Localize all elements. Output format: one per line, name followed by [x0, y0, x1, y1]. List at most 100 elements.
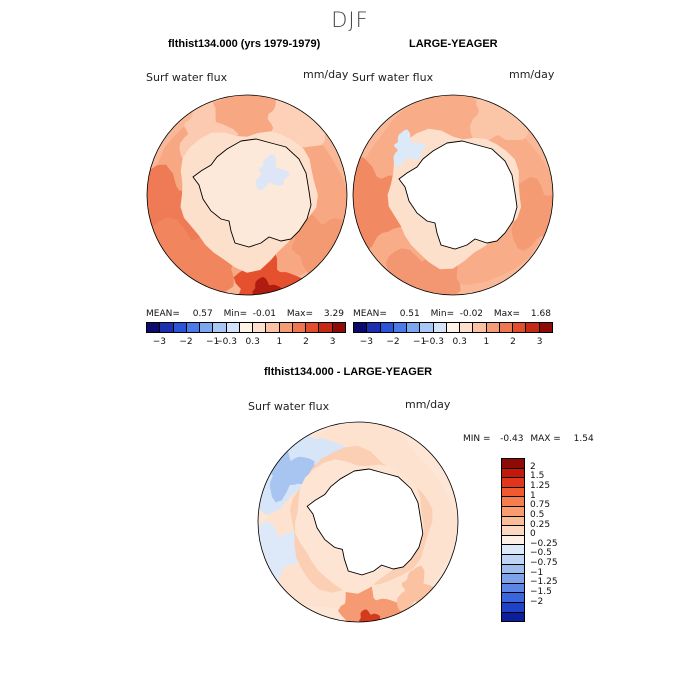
panel1-mean-label: MEAN=: [146, 309, 180, 319]
panel3-max-label: MAX =: [530, 434, 561, 444]
colorbar-tick-label: −1: [413, 337, 427, 347]
colorbar-swatch: [393, 323, 408, 332]
colorbar-tick-label: −0.3: [215, 337, 237, 347]
colorbar-tick-label: 3: [536, 337, 543, 347]
colorbar-swatch: [502, 526, 524, 536]
panel1-polar-map: [146, 94, 348, 296]
panel2-max-value: 1.68: [530, 309, 551, 319]
colorbar-swatch: [173, 323, 187, 332]
panel1-title: flthist134.000 (yrs 1979-1979): [168, 38, 321, 50]
colorbar-tick-label: 0: [530, 529, 536, 540]
map-field: [147, 95, 347, 295]
colorbar-swatch: [460, 323, 474, 332]
colorbar-swatch: [367, 323, 381, 332]
colorbar-tick-label: −0.75: [530, 558, 558, 569]
colorbar-swatch: [502, 478, 524, 488]
colorbar-swatch: [160, 323, 174, 332]
colorbar-tick-label: −0.25: [530, 538, 558, 549]
colorbar-swatch: [253, 323, 267, 332]
panel2-min-value: -0.02: [459, 309, 484, 319]
colorbar-swatch: [213, 323, 227, 332]
colorbar-swatch: [306, 323, 320, 332]
colorbar-tick-label: 0.3: [452, 337, 467, 347]
colorbar-swatch: [266, 323, 280, 332]
colorbar-swatch: [239, 323, 254, 332]
colorbar-swatch: [502, 545, 524, 555]
panel2-title: LARGE-YEAGER: [409, 38, 498, 50]
colorbar-swatch: [354, 323, 368, 332]
colorbar-swatch: [502, 574, 524, 584]
map-field: [258, 422, 458, 622]
colorbar-swatch: [319, 323, 333, 332]
colorbar-swatch: [502, 487, 524, 498]
panel1-stats: MEAN= 0.57 Min= -0.01 Max= 3.29: [146, 309, 344, 319]
panel1-units-label: mm/day: [303, 68, 349, 81]
colorbar-tick-label: 2: [510, 337, 516, 347]
panel3-min-label: MIN =: [463, 434, 491, 444]
colorbar-swatch: [473, 323, 487, 332]
colorbar-tick-label: 3: [329, 337, 336, 347]
colorbar-swatch: [502, 516, 524, 527]
map-field: [353, 95, 553, 295]
colorbar-swatch: [502, 564, 524, 575]
colorbar-swatch: [502, 593, 524, 603]
colorbar-swatch: [502, 506, 524, 517]
panel1-mean-value: 0.57: [192, 309, 213, 319]
colorbar-swatch: [200, 323, 214, 332]
map-boundary: [146, 94, 348, 296]
colorbar-swatch: [502, 468, 524, 479]
colorbar-swatch: [186, 323, 201, 332]
colorbar-tick-label: 2: [303, 337, 309, 347]
panel1-variable-label: Surf water flux: [146, 71, 228, 84]
colorbar-tick-label: −0.3: [422, 337, 444, 347]
colorbar-swatch: [292, 323, 307, 332]
colorbar-tick-label: 1: [276, 337, 283, 347]
colorbar-swatch: [513, 323, 527, 332]
colorbar-swatch: [502, 554, 524, 565]
colorbar-tick-label: 1.25: [530, 480, 551, 491]
colorbar-tick-label: −1: [206, 337, 220, 347]
panel2-mean-value: 0.51: [399, 309, 420, 319]
panel3-polar-map: [257, 421, 459, 623]
colorbar-swatch: [502, 602, 524, 613]
colorbar-swatch: [332, 323, 345, 332]
colorbar-swatch: [380, 323, 394, 332]
panel3-units-label: mm/day: [405, 398, 451, 411]
panel1-max-label: Max=: [286, 309, 314, 319]
colorbar-swatch: [433, 323, 447, 332]
colorbar-swatch: [502, 583, 524, 594]
colorbar-tick-label: 0.5: [530, 509, 545, 520]
panel2-stats: MEAN= 0.51 Min= -0.02 Max= 1.68: [353, 309, 551, 319]
colorbar-swatch: [147, 323, 161, 332]
colorbar-swatch: [279, 323, 293, 332]
colorbar-tick-label: 2: [530, 461, 536, 472]
map-boundary: [352, 94, 554, 296]
map-boundary: [257, 421, 459, 623]
panel2-colorbar: [353, 322, 553, 333]
panel3-min-value: -0.43: [500, 434, 524, 444]
colorbar-tick-label: −2: [530, 596, 544, 607]
figure-title: DJF: [331, 8, 369, 32]
panel3-max-value: 1.54: [573, 434, 594, 444]
colorbar-tick-label: −3: [359, 337, 373, 347]
antarctica-coastline: [398, 140, 518, 250]
panel1-min-value: -0.01: [252, 309, 277, 319]
colorbar-swatch: [502, 497, 524, 507]
panel3-title: flthist134.000 - LARGE-YEAGER: [264, 366, 433, 378]
panel2-min-label: Min=: [430, 309, 455, 319]
panel3-stats: MIN = -0.43 MAX = 1.54: [463, 434, 594, 444]
panel1-min-label: Min=: [223, 309, 248, 319]
colorbar-tick-label: −1: [530, 567, 544, 578]
colorbar-swatch: [407, 323, 421, 332]
colorbar-tick-label: −3: [152, 337, 166, 347]
colorbar-swatch: [486, 323, 500, 332]
colorbar-tick-label: 1.5: [530, 471, 545, 482]
colorbar-swatch: [526, 323, 540, 332]
panel2-variable-label: Surf water flux: [352, 71, 434, 84]
panel2-polar-map: [352, 94, 554, 296]
colorbar-tick-label: −2: [386, 337, 400, 347]
colorbar-tick-label: −0.5: [530, 548, 552, 559]
colorbar-swatch: [499, 323, 514, 332]
colorbar-tick-label: 1: [530, 490, 536, 501]
panel3-colorbar: [501, 458, 525, 622]
